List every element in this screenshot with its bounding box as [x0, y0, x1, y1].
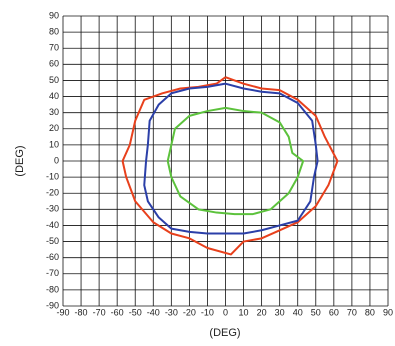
y-tick-label: 50 — [49, 75, 59, 85]
y-tick-label: 60 — [49, 59, 59, 69]
y-tick-label: -60 — [46, 252, 59, 262]
x-tick-label: 90 — [383, 307, 393, 317]
x-tick-label: -50 — [129, 307, 142, 317]
x-tick-label: 30 — [275, 307, 285, 317]
series-line — [166, 106, 305, 216]
y-tick-label: -40 — [46, 220, 59, 230]
x-tick-label: 70 — [347, 307, 357, 317]
y-tick-label: 30 — [49, 107, 59, 117]
x-tick-label: 40 — [293, 307, 303, 317]
y-tick-label: -30 — [46, 204, 59, 214]
x-tick-label: 80 — [365, 307, 375, 317]
y-tick-label: -50 — [46, 236, 59, 246]
x-tick-label: -40 — [147, 307, 160, 317]
x-tick-label: -20 — [183, 307, 196, 317]
y-tick-label: -90 — [46, 300, 59, 310]
x-tick-label: -90 — [56, 307, 69, 317]
x-tick-label: 50 — [311, 307, 321, 317]
x-tick-label: -60 — [111, 307, 124, 317]
series-line — [143, 82, 319, 235]
y-tick-label: 10 — [49, 139, 59, 149]
y-tick-label: 20 — [49, 123, 59, 133]
series-line — [121, 76, 339, 256]
y-axis-title: (DEG) — [14, 145, 26, 176]
y-tick-label: 90 — [49, 10, 59, 20]
x-tick-label: 0 — [223, 307, 228, 317]
y-tick-label: -20 — [46, 188, 59, 198]
y-tick-label: -10 — [46, 171, 59, 181]
x-tick-label: 60 — [329, 307, 339, 317]
x-tick-label: 10 — [239, 307, 249, 317]
y-tick-label: -80 — [46, 284, 59, 294]
x-tick-label: 20 — [257, 307, 267, 317]
y-tick-label: 0 — [54, 155, 59, 165]
y-tick-label: 40 — [49, 91, 59, 101]
y-tick-label: 80 — [49, 26, 59, 36]
x-tick-label: -80 — [75, 307, 88, 317]
x-tick-label: -30 — [165, 307, 178, 317]
y-tick-label: 70 — [49, 43, 59, 53]
x-tick-label: -70 — [93, 307, 106, 317]
x-axis-title: (DEG) — [209, 327, 240, 339]
x-tick-label: -10 — [201, 307, 214, 317]
y-tick-label: -70 — [46, 268, 59, 278]
